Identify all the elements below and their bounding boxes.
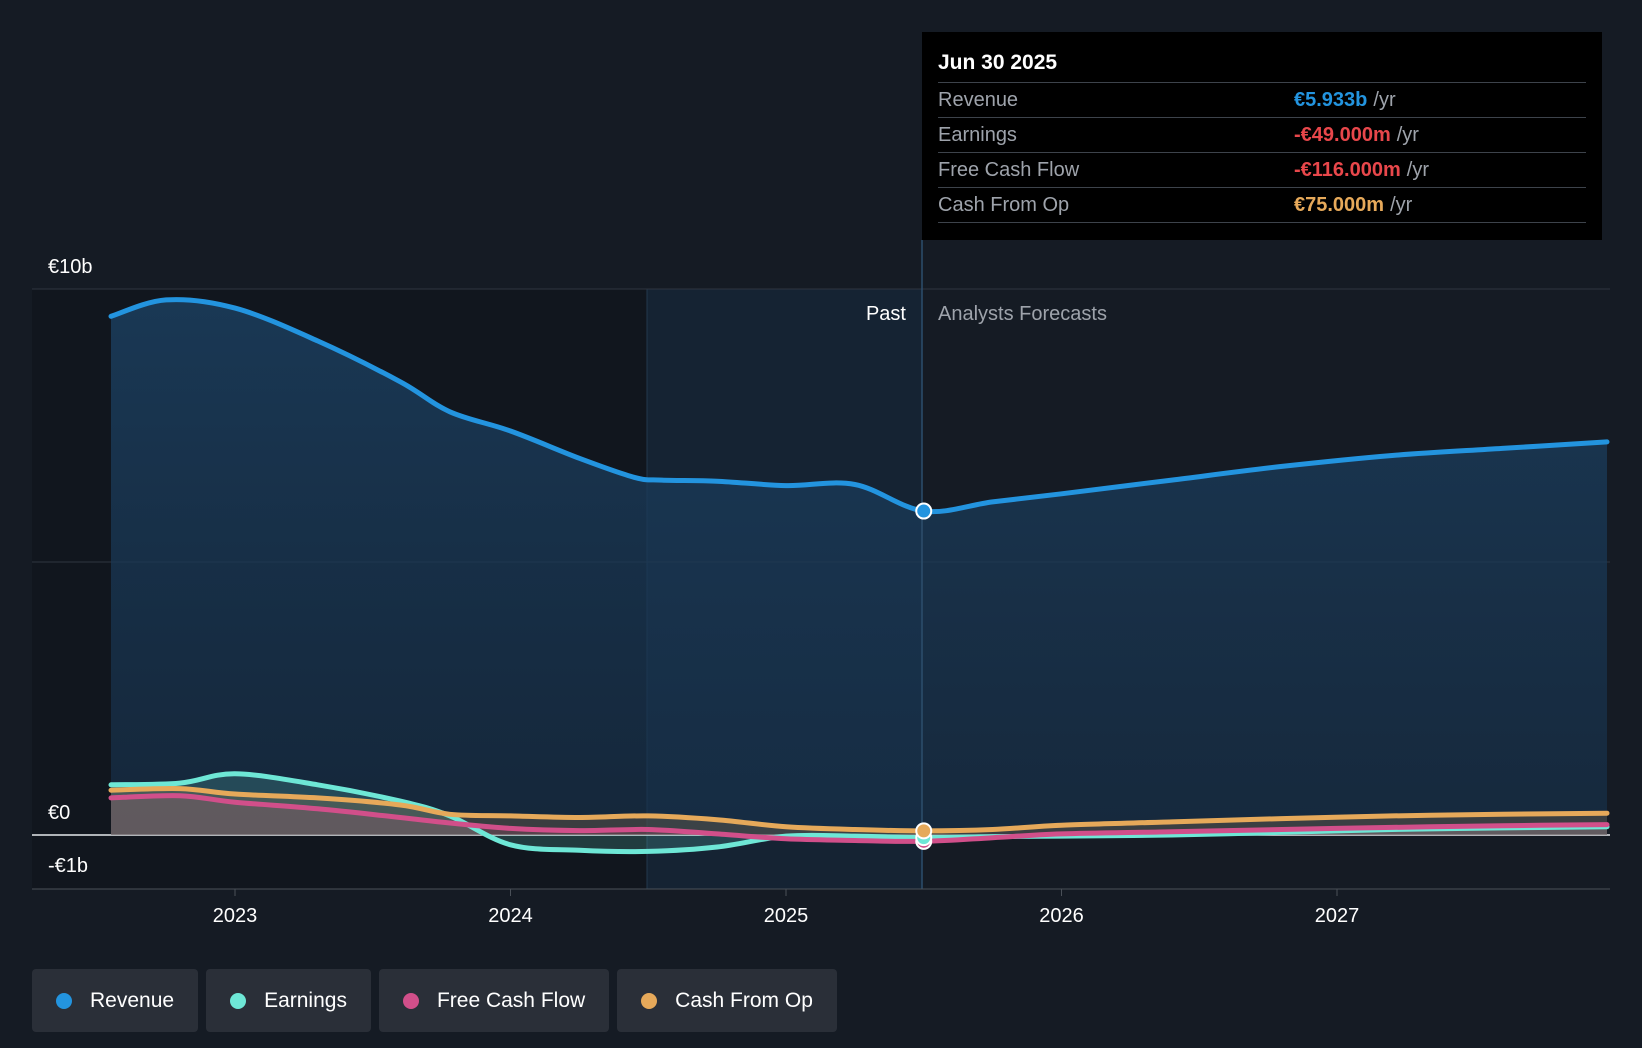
chart: €10b €0 -€1b 2023 2024 2025 2026 2027 Past Ana… (32, 240, 1610, 927)
cash-from-op-marker[interactable] (915, 822, 933, 840)
tooltip-label: Earnings (938, 124, 1017, 146)
x-tick-label: 2023 (213, 905, 258, 927)
legend-item-free-cash-flow[interactable]: Free Cash Flow (378, 969, 610, 1032)
cash-from-op-dot-icon (641, 992, 658, 1009)
tooltip-date: Jun 30 2025 (938, 48, 1586, 83)
cash-from-op-line (108, 785, 1610, 834)
tooltip-value: €75.000m (1294, 194, 1385, 216)
forecast-label: Analysts Forecasts (938, 303, 1107, 325)
tooltip-row-cash-from-op: Cash From Op €75.000m /yr (938, 188, 1586, 223)
tooltip-unit: /yr (1373, 89, 1396, 111)
x-tick-label: 2024 (488, 905, 533, 927)
x-tick-label: 2026 (1039, 905, 1084, 927)
past-label: Past (866, 303, 906, 325)
earnings-dot-icon (230, 992, 247, 1009)
tooltip-row-revenue: Revenue €5.933b /yr (938, 83, 1586, 118)
earnings-line (108, 771, 1610, 855)
free-cash-flow-line (108, 793, 1610, 844)
revenue-area (111, 299, 1607, 835)
legend-label: Earnings (264, 988, 347, 1012)
tooltip-label: Cash From Op (938, 194, 1070, 216)
tooltip: Jun 30 2025 Revenue €5.933b /yr Earnings… (922, 32, 1602, 240)
free-cash-flow-area (111, 795, 1607, 842)
revenue-dot-icon (56, 992, 72, 1009)
y-tick-label: €0 (48, 802, 70, 824)
free-cash-flow-dot-icon (402, 992, 419, 1009)
revenue-line (108, 297, 1610, 515)
legend: Revenue Earnings Free Cash Flow Cash Fro… (32, 969, 837, 1032)
legend-label: Revenue (90, 988, 175, 1012)
revenue-marker[interactable] (915, 502, 933, 520)
tooltip-value: -€116.000m (1294, 159, 1401, 181)
cash-from-op-area (111, 788, 1607, 835)
y-tick-label: -€1b (48, 855, 88, 877)
tooltip-row-earnings: Earnings -€49.000m /yr (938, 118, 1586, 153)
tooltip-value: €5.933b (1294, 89, 1368, 111)
y-tick-label: €10b (48, 256, 93, 278)
x-tick-label: 2025 (764, 905, 809, 927)
tooltip-unit: /yr (1396, 124, 1419, 146)
tooltip-row-free-cash-flow: Free Cash Flow -€116.000m /yr (938, 153, 1586, 188)
legend-item-cash-from-op[interactable]: Cash From Op (617, 969, 837, 1032)
tooltip-value: -€49.000m (1294, 124, 1391, 146)
legend-label: Free Cash Flow (436, 988, 586, 1012)
tooltip-label: Revenue (938, 89, 1019, 111)
legend-label: Cash From Op (675, 988, 813, 1012)
tooltip-label: Free Cash Flow (938, 159, 1080, 181)
legend-item-revenue[interactable]: Revenue (32, 969, 199, 1032)
x-tick-label: 2027 (1315, 905, 1360, 927)
legend-item-earnings[interactable]: Earnings (206, 969, 371, 1032)
tooltip-unit: /yr (1406, 159, 1429, 181)
tooltip-unit: /yr (1390, 194, 1413, 216)
